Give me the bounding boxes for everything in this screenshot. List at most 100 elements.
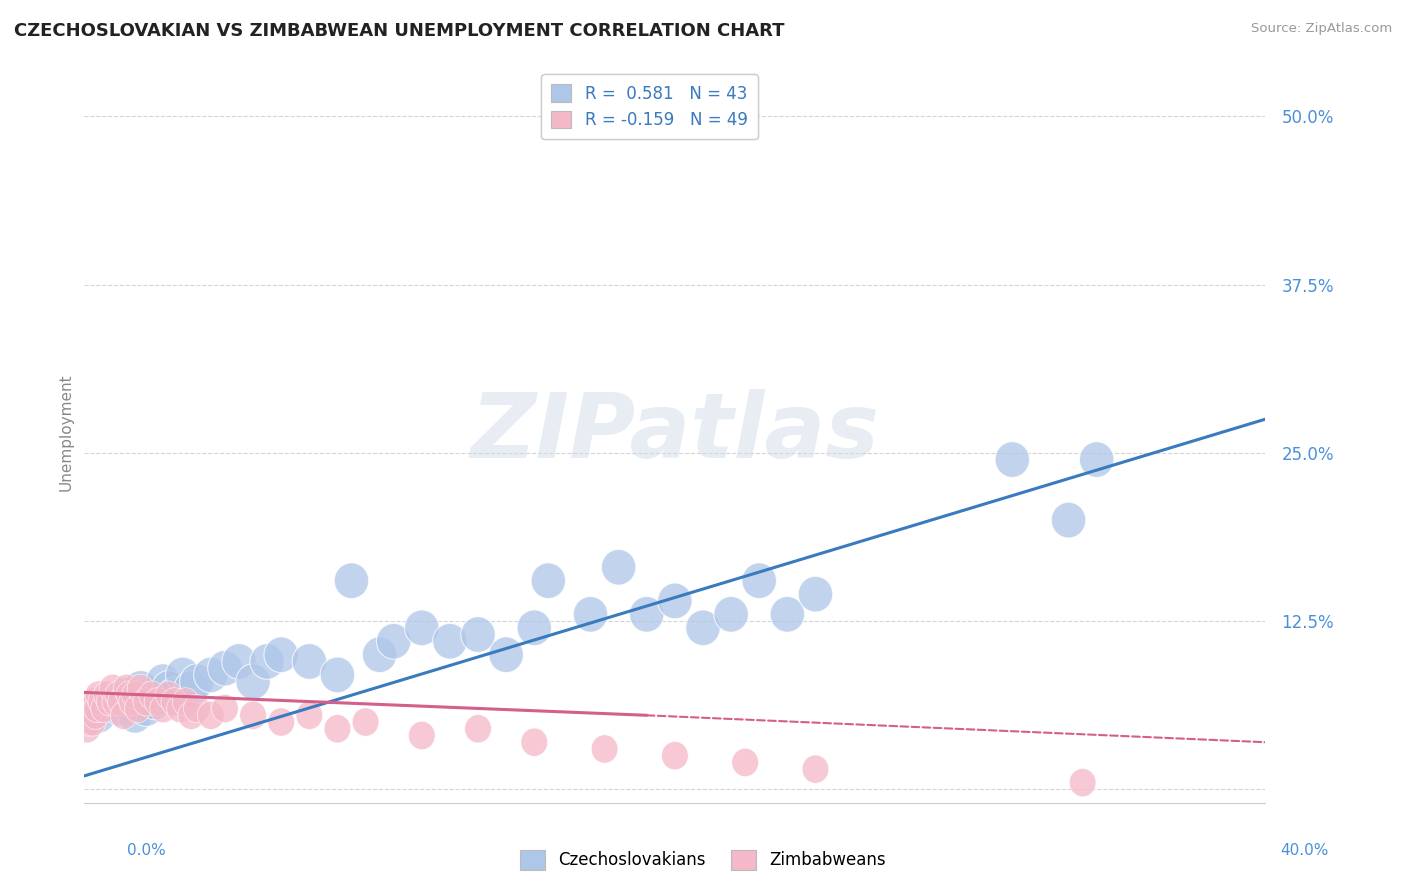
Ellipse shape bbox=[80, 708, 105, 736]
Ellipse shape bbox=[714, 597, 748, 632]
Ellipse shape bbox=[129, 690, 163, 726]
Ellipse shape bbox=[461, 616, 495, 652]
Ellipse shape bbox=[138, 684, 172, 720]
Ellipse shape bbox=[97, 688, 122, 716]
Ellipse shape bbox=[686, 610, 720, 646]
Ellipse shape bbox=[150, 694, 176, 723]
Text: ZIPatlas: ZIPatlas bbox=[471, 389, 879, 476]
Ellipse shape bbox=[377, 624, 411, 659]
Ellipse shape bbox=[124, 671, 157, 706]
Ellipse shape bbox=[174, 671, 208, 706]
Ellipse shape bbox=[799, 576, 832, 612]
Ellipse shape bbox=[79, 694, 104, 723]
Ellipse shape bbox=[180, 664, 214, 699]
Ellipse shape bbox=[111, 701, 136, 730]
Ellipse shape bbox=[405, 610, 439, 646]
Ellipse shape bbox=[157, 677, 191, 713]
Ellipse shape bbox=[83, 701, 108, 730]
Ellipse shape bbox=[105, 681, 131, 709]
Ellipse shape bbox=[1080, 442, 1114, 477]
Ellipse shape bbox=[156, 681, 181, 709]
Ellipse shape bbox=[166, 657, 200, 693]
Ellipse shape bbox=[94, 681, 120, 709]
Ellipse shape bbox=[96, 684, 129, 720]
Ellipse shape bbox=[145, 688, 170, 716]
Ellipse shape bbox=[89, 688, 114, 716]
Text: 0.0%: 0.0% bbox=[127, 843, 166, 858]
Ellipse shape bbox=[250, 644, 284, 680]
Ellipse shape bbox=[803, 755, 828, 783]
Ellipse shape bbox=[325, 714, 350, 743]
Ellipse shape bbox=[353, 708, 378, 736]
Ellipse shape bbox=[134, 688, 159, 716]
Ellipse shape bbox=[86, 681, 111, 709]
Ellipse shape bbox=[264, 637, 298, 673]
Ellipse shape bbox=[433, 624, 467, 659]
Ellipse shape bbox=[100, 674, 125, 703]
Ellipse shape bbox=[522, 728, 547, 756]
Ellipse shape bbox=[733, 748, 758, 777]
Ellipse shape bbox=[363, 637, 396, 673]
Ellipse shape bbox=[335, 563, 368, 599]
Ellipse shape bbox=[139, 681, 165, 709]
Ellipse shape bbox=[179, 701, 204, 730]
Ellipse shape bbox=[742, 563, 776, 599]
Ellipse shape bbox=[117, 681, 142, 709]
Ellipse shape bbox=[76, 708, 101, 736]
Ellipse shape bbox=[152, 671, 186, 706]
Legend: Czechoslovakians, Zimbabweans: Czechoslovakians, Zimbabweans bbox=[513, 843, 893, 877]
Ellipse shape bbox=[173, 688, 198, 716]
Ellipse shape bbox=[82, 698, 115, 733]
Ellipse shape bbox=[489, 637, 523, 673]
Ellipse shape bbox=[517, 610, 551, 646]
Ellipse shape bbox=[222, 644, 256, 680]
Ellipse shape bbox=[198, 701, 224, 730]
Ellipse shape bbox=[77, 701, 103, 730]
Ellipse shape bbox=[103, 688, 128, 716]
Ellipse shape bbox=[465, 714, 491, 743]
Ellipse shape bbox=[122, 681, 148, 709]
Ellipse shape bbox=[602, 549, 636, 585]
Ellipse shape bbox=[110, 677, 143, 713]
Ellipse shape bbox=[770, 597, 804, 632]
Ellipse shape bbox=[995, 442, 1029, 477]
Ellipse shape bbox=[212, 694, 238, 723]
Ellipse shape bbox=[1052, 502, 1085, 538]
Ellipse shape bbox=[120, 688, 145, 716]
Ellipse shape bbox=[531, 563, 565, 599]
Ellipse shape bbox=[114, 674, 139, 703]
Ellipse shape bbox=[658, 583, 692, 619]
Ellipse shape bbox=[321, 657, 354, 693]
Ellipse shape bbox=[84, 694, 110, 723]
Ellipse shape bbox=[592, 735, 617, 764]
Ellipse shape bbox=[292, 644, 326, 680]
Ellipse shape bbox=[108, 688, 134, 716]
Ellipse shape bbox=[297, 701, 322, 730]
Ellipse shape bbox=[82, 688, 107, 716]
Text: Source: ZipAtlas.com: Source: ZipAtlas.com bbox=[1251, 22, 1392, 36]
Ellipse shape bbox=[236, 664, 270, 699]
Ellipse shape bbox=[208, 650, 242, 686]
Ellipse shape bbox=[128, 674, 153, 703]
Ellipse shape bbox=[184, 694, 209, 723]
Ellipse shape bbox=[269, 708, 294, 736]
Text: 40.0%: 40.0% bbox=[1281, 843, 1329, 858]
Ellipse shape bbox=[194, 657, 228, 693]
Ellipse shape bbox=[167, 694, 193, 723]
Ellipse shape bbox=[118, 698, 152, 733]
Ellipse shape bbox=[240, 701, 266, 730]
Legend: R =  0.581   N = 43, R = -0.159   N = 49: R = 0.581 N = 43, R = -0.159 N = 49 bbox=[541, 74, 758, 139]
Ellipse shape bbox=[162, 688, 187, 716]
Ellipse shape bbox=[574, 597, 607, 632]
Ellipse shape bbox=[125, 694, 150, 723]
Y-axis label: Unemployment: Unemployment bbox=[58, 374, 73, 491]
Ellipse shape bbox=[91, 694, 117, 723]
Ellipse shape bbox=[75, 714, 100, 743]
Ellipse shape bbox=[409, 722, 434, 749]
Ellipse shape bbox=[104, 690, 138, 726]
Ellipse shape bbox=[630, 597, 664, 632]
Ellipse shape bbox=[662, 741, 688, 770]
Ellipse shape bbox=[1070, 768, 1095, 797]
Ellipse shape bbox=[146, 664, 180, 699]
Text: CZECHOSLOVAKIAN VS ZIMBABWEAN UNEMPLOYMENT CORRELATION CHART: CZECHOSLOVAKIAN VS ZIMBABWEAN UNEMPLOYME… bbox=[14, 22, 785, 40]
